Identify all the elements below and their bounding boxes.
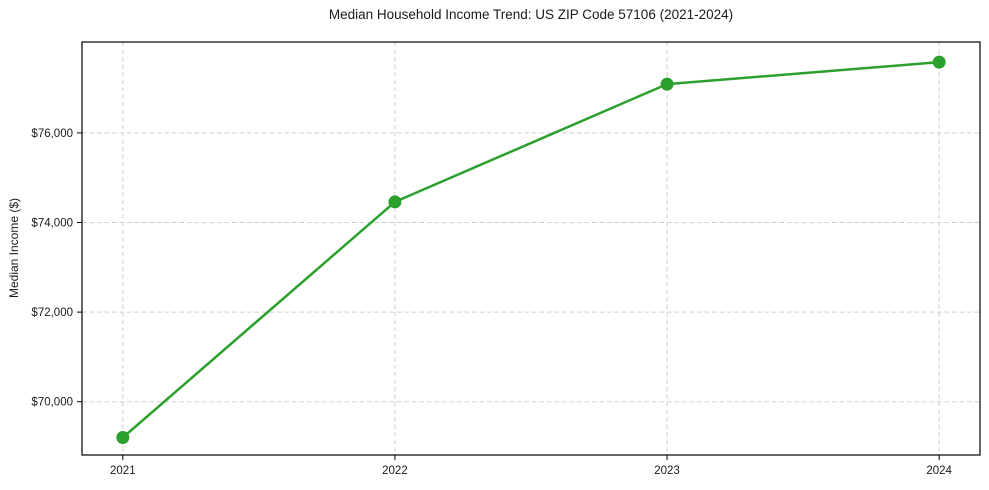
x-tick-label: 2024 (926, 465, 952, 477)
x-tick-label: 2022 (382, 465, 408, 477)
y-tick-label: $76,000 (31, 128, 73, 140)
data-point-marker (660, 77, 674, 91)
plot-border (81, 41, 981, 456)
data-point-marker (116, 431, 130, 445)
data-point-marker (932, 55, 946, 69)
x-tick-label: 2021 (110, 465, 136, 477)
y-tick-label: $70,000 (31, 397, 73, 409)
data-point-marker (388, 195, 402, 209)
y-tick-label: $74,000 (31, 218, 73, 230)
income-trend-line (121, 60, 941, 439)
x-tick-label: 2023 (654, 465, 680, 477)
chart-title: Median Household Income Trend: US ZIP Co… (328, 7, 734, 22)
y-tick-label: $72,000 (31, 307, 73, 319)
